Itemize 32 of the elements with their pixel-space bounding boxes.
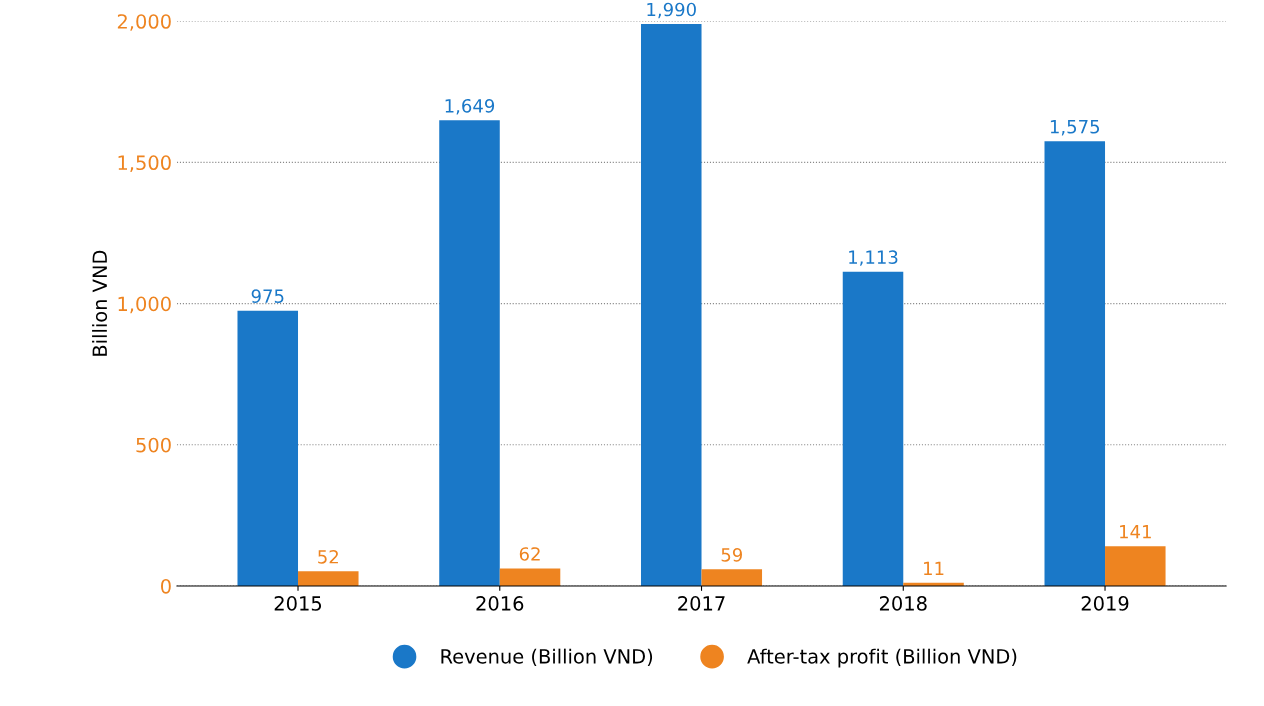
y-tick-label: 0 — [161, 578, 171, 594]
data-label: 59 — [721, 548, 742, 562]
data-label: 1,113 — [849, 250, 898, 266]
y-axis-title: Billion VND — [92, 250, 108, 356]
data-label: 1,649 — [445, 98, 495, 115]
bar — [237, 310, 299, 586]
y-tick-label: 2,000 — [117, 14, 171, 31]
y-tick-label: 500 — [136, 437, 171, 453]
bar — [1105, 546, 1166, 586]
bar — [640, 24, 702, 586]
data-label: 52 — [318, 549, 338, 564]
bar — [439, 120, 500, 586]
legend-label: Revenue (Billion VND) — [441, 648, 653, 666]
bar — [1044, 141, 1106, 586]
data-label: 1,990 — [647, 2, 696, 19]
data-label: 1,575 — [1050, 120, 1100, 136]
data-label: 975 — [251, 289, 284, 303]
data-label: 141 — [1120, 525, 1151, 539]
legend-label: After-tax profit (Billion VND) — [747, 648, 1017, 668]
x-tick-label: 2015 — [274, 596, 322, 611]
y-tick-label: 1,000 — [118, 296, 171, 314]
bar — [701, 569, 763, 586]
data-label: 62 — [519, 547, 540, 561]
y-tick-label: 1,500 — [118, 155, 171, 173]
bar — [298, 571, 359, 586]
x-tick-label: 2016 — [476, 596, 524, 611]
x-tick-label: 2017 — [678, 596, 725, 611]
x-tick-label: 2018 — [879, 596, 927, 611]
data-label: 11 — [924, 561, 944, 575]
bar — [499, 568, 561, 586]
x-tick-label: 2019 — [1081, 596, 1129, 611]
bar — [842, 271, 904, 586]
